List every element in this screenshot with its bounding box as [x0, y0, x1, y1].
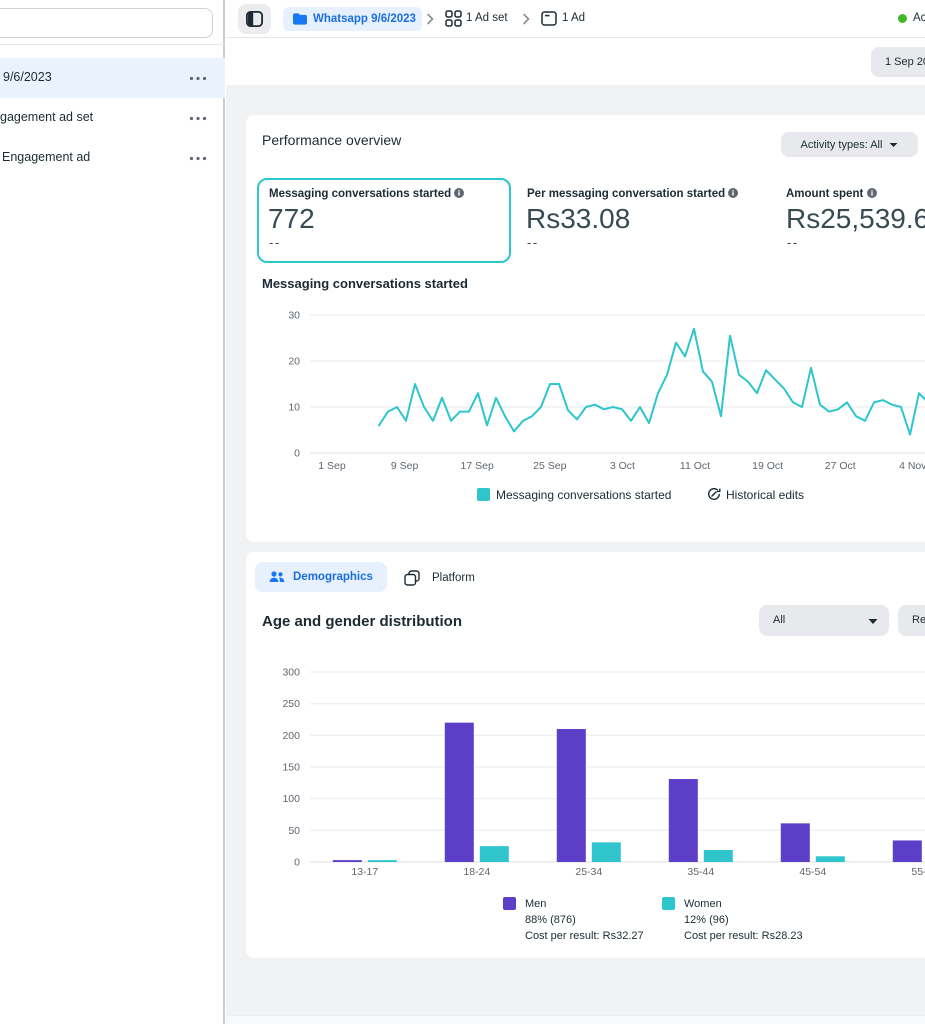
svg-text:0: 0: [294, 857, 300, 869]
svg-text:250: 250: [282, 698, 300, 710]
svg-text:25 Sep: 25 Sep: [533, 460, 566, 472]
svg-text:0: 0: [294, 448, 300, 460]
svg-text:19 Oct: 19 Oct: [752, 460, 783, 472]
svg-text:50: 50: [288, 825, 300, 837]
svg-text:30: 30: [288, 310, 300, 322]
svg-text:10: 10: [288, 402, 300, 414]
svg-text:3 Oct: 3 Oct: [610, 460, 635, 472]
svg-text:25-34: 25-34: [575, 866, 602, 878]
svg-text:20: 20: [288, 356, 300, 368]
svg-text:27 Oct: 27 Oct: [825, 460, 856, 472]
svg-text:300: 300: [282, 667, 300, 679]
svg-text:150: 150: [282, 762, 300, 774]
svg-text:45-54: 45-54: [799, 866, 826, 878]
svg-text:200: 200: [282, 730, 300, 742]
svg-text:18-24: 18-24: [463, 866, 490, 878]
svg-text:1 Sep: 1 Sep: [318, 460, 346, 472]
svg-text:11 Oct: 11 Oct: [680, 460, 710, 472]
svg-text:4 Nov: 4 Nov: [899, 460, 925, 472]
svg-text:13-17: 13-17: [351, 866, 378, 878]
svg-text:17 Sep: 17 Sep: [461, 460, 494, 472]
svg-text:9 Sep: 9 Sep: [391, 460, 419, 472]
svg-text:100: 100: [282, 793, 300, 805]
svg-text:35-44: 35-44: [687, 866, 714, 878]
svg-text:55-64: 55-64: [911, 866, 925, 878]
